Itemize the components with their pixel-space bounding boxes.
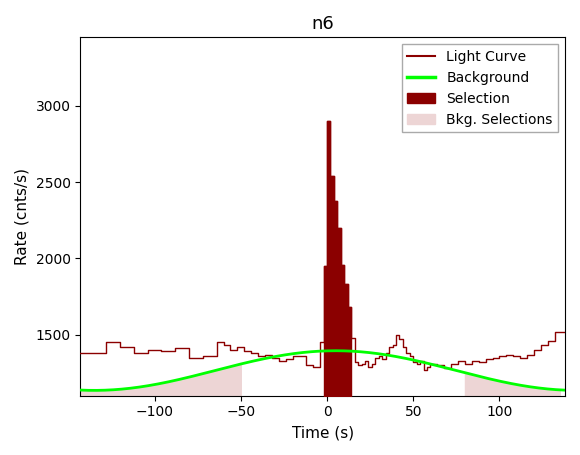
X-axis label: Time (s): Time (s) xyxy=(292,425,354,440)
Title: n6: n6 xyxy=(311,15,334,33)
Legend: Light Curve, Background, Selection, Bkg. Selections: Light Curve, Background, Selection, Bkg.… xyxy=(402,44,558,132)
Y-axis label: Rate (cnts/s): Rate (cnts/s) xyxy=(15,168,30,265)
